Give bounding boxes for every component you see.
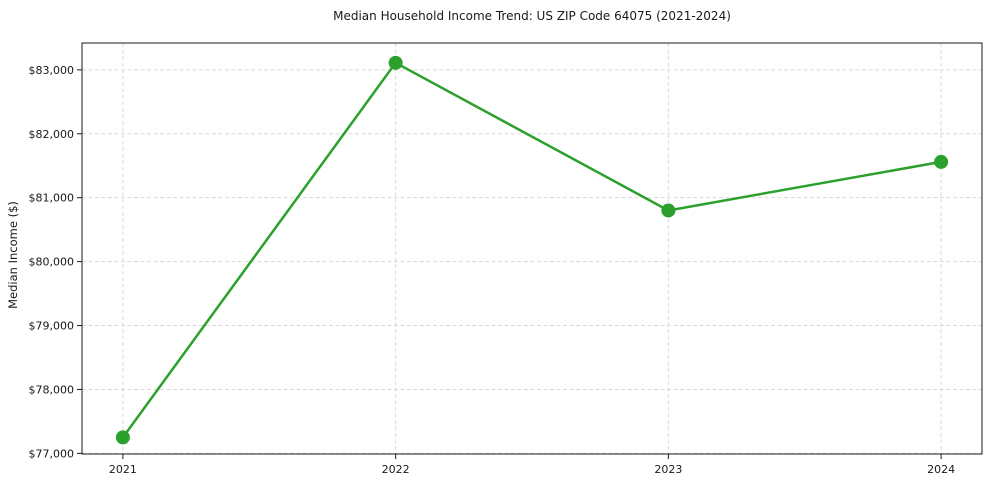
- y-tick-label: $79,000: [29, 320, 75, 333]
- y-axis-title-text: Median Income ($): [6, 201, 20, 309]
- y-tick-label: $80,000: [29, 256, 75, 269]
- x-tick-label: 2021: [109, 463, 137, 476]
- x-tick-label: 2023: [654, 463, 682, 476]
- y-tick-label: $83,000: [29, 64, 75, 77]
- x-tick-label: 2024: [927, 463, 955, 476]
- data-point-marker: [934, 154, 949, 169]
- axes-spines: [81, 42, 983, 455]
- x-tick-label: 2022: [382, 463, 410, 476]
- y-tick-label: $78,000: [29, 383, 75, 396]
- data-point-marker: [115, 430, 130, 445]
- income-trend-line: [121, 61, 943, 439]
- data-point-marker: [661, 203, 676, 218]
- data-point-marker: [388, 55, 403, 70]
- chart-title: Median Household Income Trend: US ZIP Co…: [333, 9, 731, 23]
- y-tick-label: $77,000: [29, 447, 75, 460]
- y-tick-label: $81,000: [29, 192, 75, 205]
- y-tick-label: $82,000: [29, 128, 75, 141]
